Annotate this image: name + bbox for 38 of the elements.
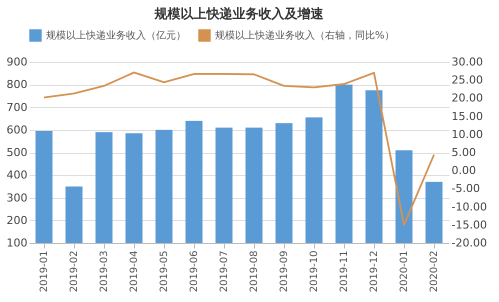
- line-series: [43, 72, 435, 226]
- y2-tick-label: 20.00: [452, 92, 483, 105]
- x-tick-label: 2019-08: [249, 250, 260, 292]
- y2-tick-label: -5.00: [452, 182, 480, 196]
- chart-title: 规模以上快递业务收入及增速: [154, 6, 324, 22]
- legend-label: 规模以上快递业务收入（右轴，同比%）: [215, 30, 395, 42]
- y-tick-label: 900: [6, 56, 28, 68]
- x-tick-label: 2020-02: [429, 250, 440, 292]
- y-tick-label: 800: [6, 78, 28, 92]
- x-tick-label: 2019-02: [69, 250, 80, 292]
- y2-tick-label: 10.00: [452, 128, 483, 141]
- y2-tick-label: -20.00: [452, 236, 487, 250]
- y-tick-label: 700: [6, 100, 28, 114]
- y2-tick-label: 15.00: [452, 110, 483, 123]
- legend-label: 规模以上快递业务收入（亿元）: [46, 30, 186, 42]
- y-tick-label: 400: [6, 168, 28, 182]
- x-tick-label: 2019-04: [129, 250, 140, 292]
- x-tick-label: 2019-07: [219, 250, 230, 292]
- x-tick-label: 2019-12: [369, 250, 380, 292]
- y-tick-label: 300: [6, 191, 28, 204]
- x-tick-label: 2019-10: [309, 250, 320, 292]
- y2-tick-label: -15.00: [452, 218, 487, 232]
- y2-tick-label: 30.00: [452, 56, 483, 68]
- y-tick-label: 600: [6, 123, 28, 136]
- y2-tick-label: 0.00: [452, 164, 476, 178]
- x-tick-label: 2019-01: [39, 250, 50, 292]
- y2-tick-label: 5.00: [452, 146, 476, 159]
- x-tick-label: 2019-03: [99, 250, 110, 292]
- y2-tick-label: -10.00: [452, 200, 487, 214]
- x-tick-label: 2019-09: [279, 250, 290, 292]
- y-tick-label: 100: [6, 236, 28, 250]
- x-tick-label: 2019-06: [189, 250, 200, 292]
- x-tick-label: 2019-11: [339, 250, 350, 292]
- x-tick-label: 2019-05: [159, 250, 170, 292]
- y-tick-label: 500: [6, 146, 28, 159]
- x-tick-label: 2020-01: [399, 250, 410, 292]
- y-tick-label: 200: [6, 214, 28, 227]
- y2-tick-label: 25.00: [452, 74, 483, 87]
